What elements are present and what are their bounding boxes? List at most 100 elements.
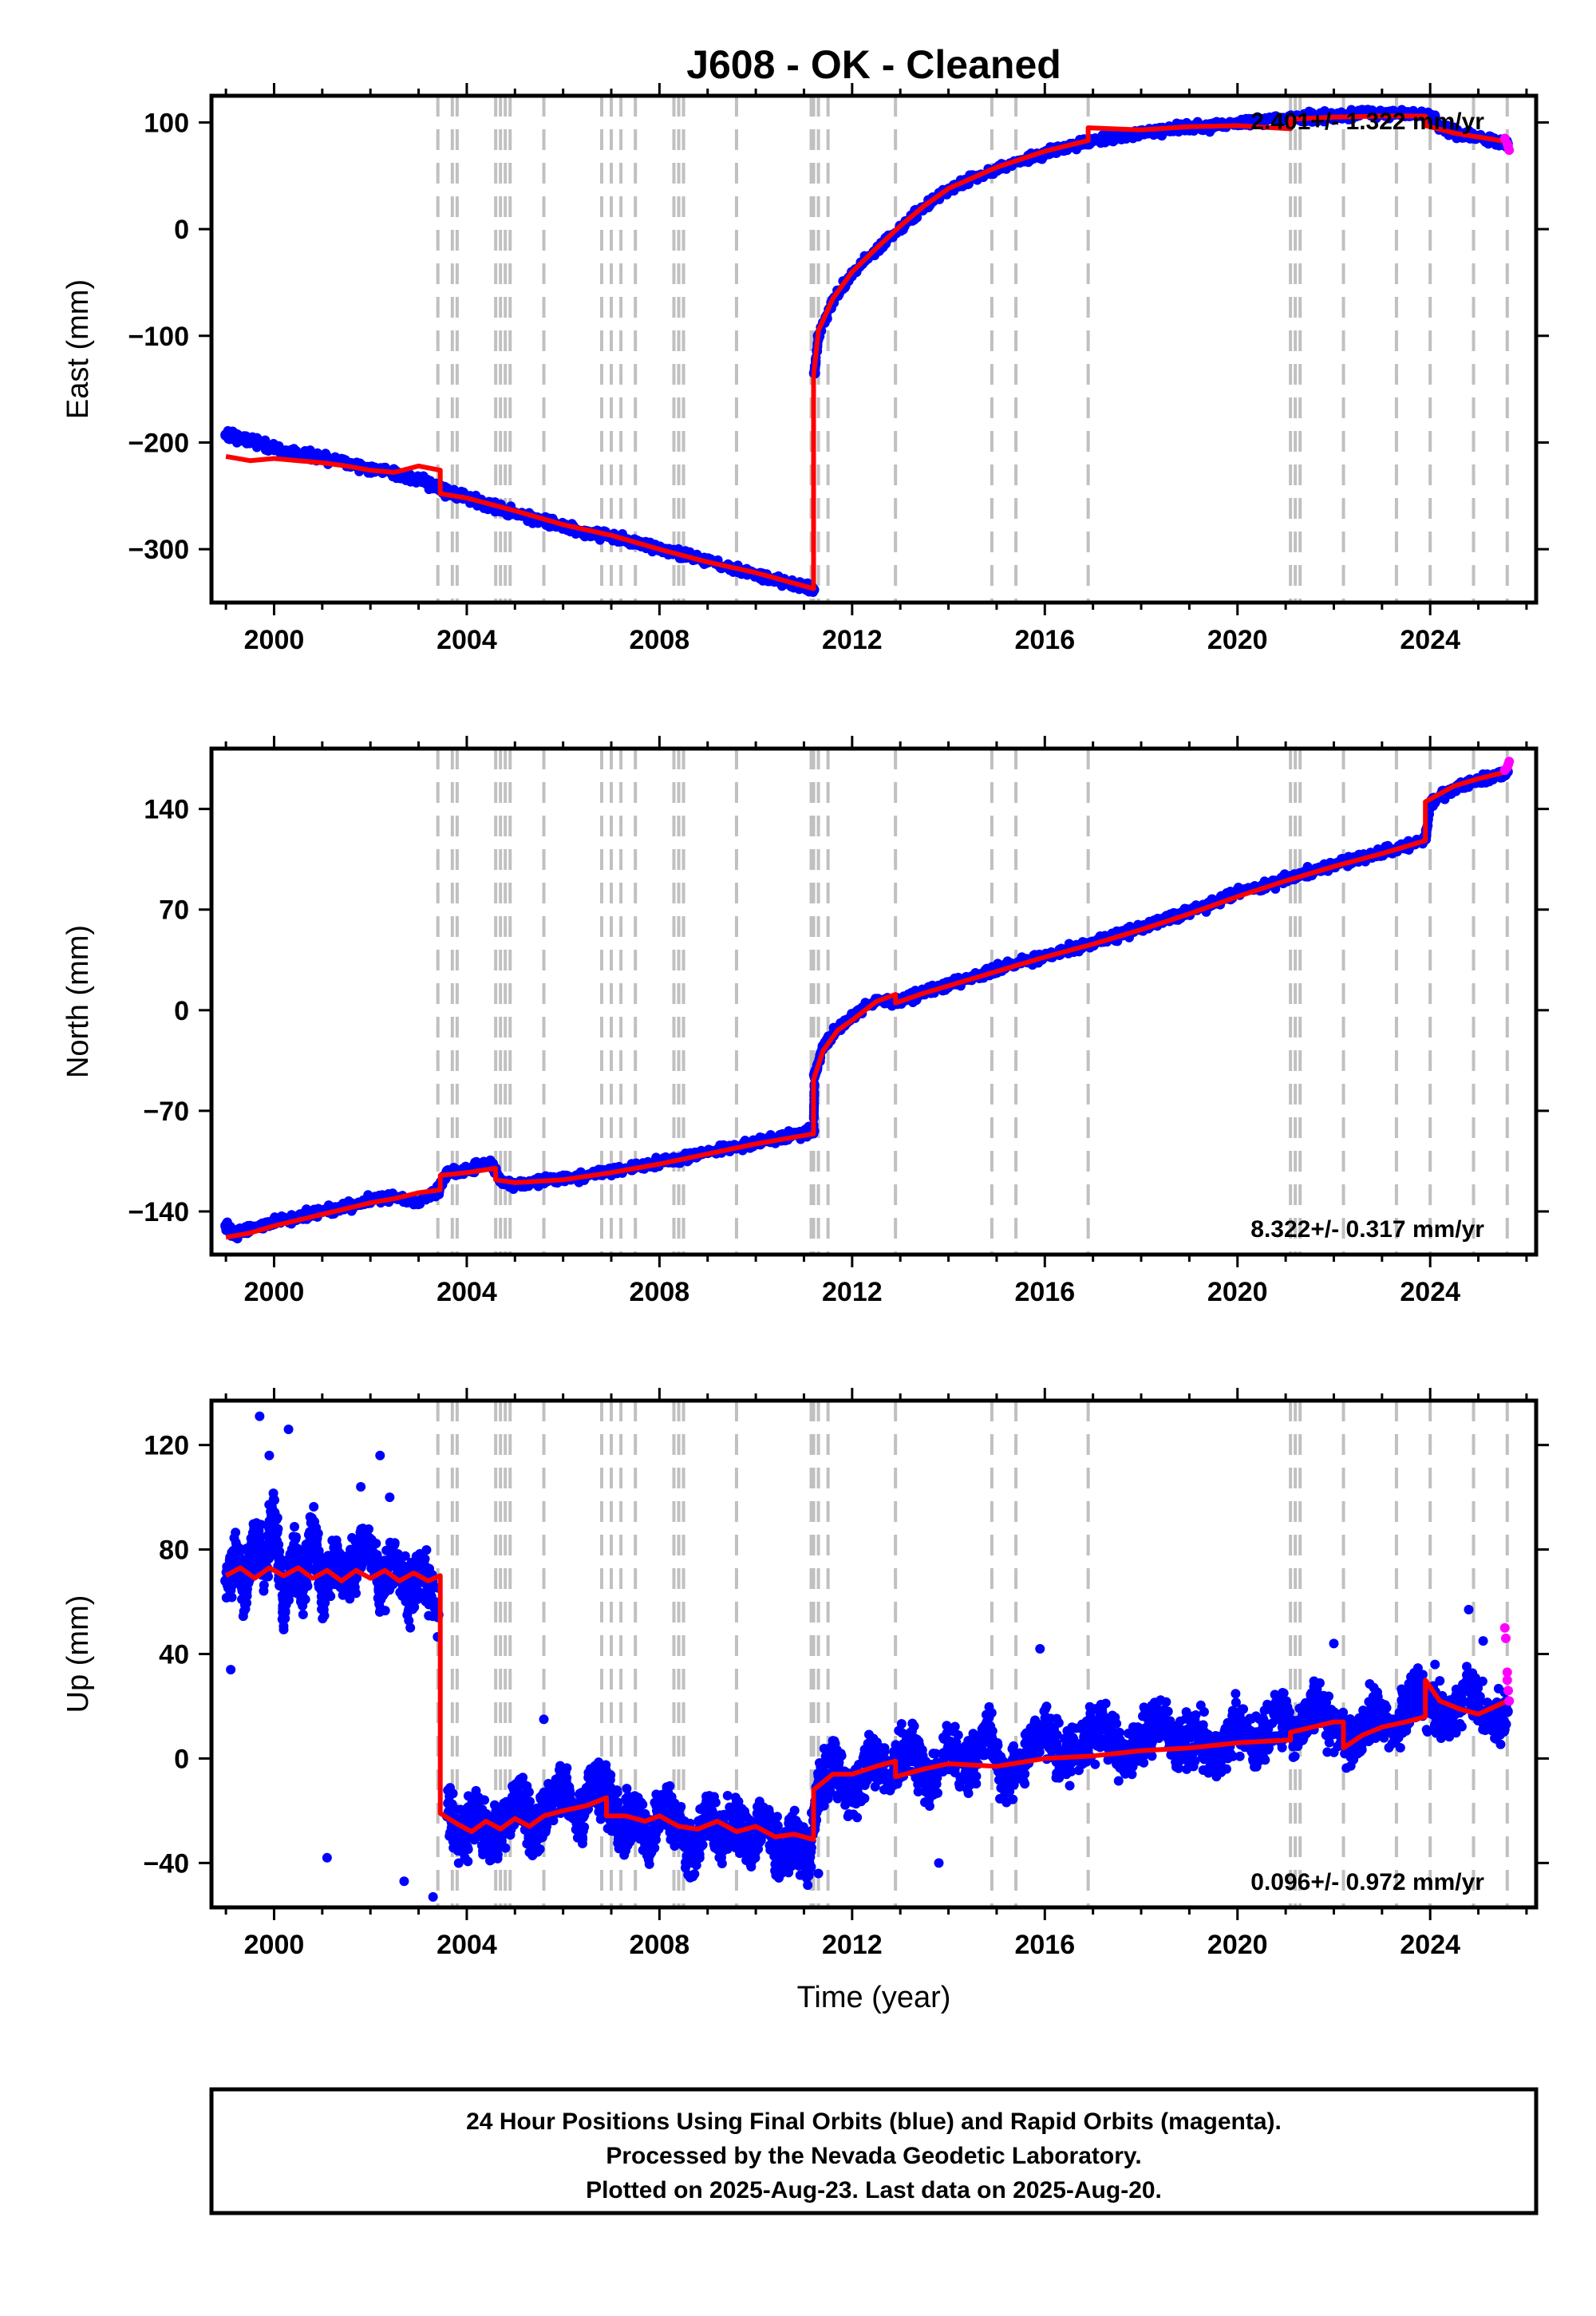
plot-area [220,1401,1515,1907]
final-orbit-point [310,1539,320,1550]
final-orbit-point [231,1528,241,1538]
final-orbit-point [318,1605,329,1615]
final-orbit-point [339,1581,350,1591]
final-orbit-point [376,1595,386,1605]
final-orbit-point [411,1551,421,1562]
y-axis-label: East (mm) [61,279,95,419]
final-orbit-point [271,1537,282,1547]
y-tick-label: −140 [128,1197,189,1227]
final-orbit-point [309,1501,319,1512]
final-orbit-point [279,1624,289,1634]
final-orbit-point [289,1552,299,1563]
final-orbit-point [335,1562,346,1572]
final-orbit-point [381,1545,392,1555]
y-tick-label: 100 [144,108,189,138]
rate-annotation: 2.401+/- 1.322 mm/yr [1250,109,1484,135]
final-orbit-point [409,1580,419,1591]
y-tick-label: 140 [144,795,189,825]
final-orbit-point [259,1580,269,1591]
y-tick-label: −70 [143,1097,189,1127]
x-tick-label: 2024 [1400,625,1460,655]
y-tick-label: −300 [128,535,189,565]
x-tick-label: 2008 [630,625,690,655]
final-orbit-point [261,1556,271,1567]
x-tick-label: 2012 [822,1277,883,1307]
final-orbit-point [257,1218,267,1228]
panel-frame [209,93,1539,605]
final-orbit-point [350,1555,360,1565]
final-orbit-point [404,1615,414,1626]
final-orbit-point [290,1521,300,1531]
final-orbit-point [292,449,304,460]
final-orbit-point [255,1541,265,1551]
final-orbit-point [220,1219,232,1231]
final-orbit-point [318,1614,328,1624]
final-orbit-point [314,1548,324,1559]
final-orbit-point [230,431,242,443]
y-tick-label: 0 [174,996,189,1026]
y-tick-label: 0 [174,215,189,245]
final-orbit-point [260,445,271,455]
final-orbit-point [279,445,290,456]
final-orbit-point [1111,132,1123,144]
y-axis-label: North (mm) [61,925,95,1078]
rapid-orbit-point [1504,757,1515,767]
model-line [225,769,1508,1240]
x-tick-label: 2020 [1207,625,1268,655]
final-orbit-point [225,1585,235,1595]
rapid-orbit-point [1504,145,1515,156]
final-orbit-point [270,1495,280,1505]
x-tick-label: 2000 [244,1277,305,1307]
final-orbit-point [740,1136,750,1146]
plot-area [220,749,1515,1255]
north-panel: 2000 2004 2008 2012 2016 2020 2024140700−70−14… [61,736,1549,1307]
x-tick-label: 2000 [244,625,305,655]
final-orbit-point [290,1531,301,1542]
panel-frame [209,746,1539,1257]
final-orbit-point [485,1156,497,1168]
final-orbit-point [1100,132,1111,143]
y-tick-label: −100 [128,322,189,352]
final-orbit-point [251,1532,262,1543]
x-tick-label: 2020 [1207,1277,1268,1307]
final-orbit-point [300,1559,310,1570]
final-orbit-point [345,1594,355,1604]
final-orbit-point [271,1548,282,1559]
final-orbit-point [323,1200,334,1211]
final-orbit-point [367,1556,377,1567]
final-orbit-point [381,1574,392,1584]
final-orbit-point [318,1575,329,1585]
x-tick-label: 2016 [1014,1277,1075,1307]
up-panel: 2000 2004 2008 2012 2016 2020 202412080400−40U… [61,1388,1549,1960]
x-tick-label: 2024 [1400,1277,1460,1307]
x-tick-label: 2004 [437,1277,497,1307]
final-orbit-point [885,998,895,1008]
final-orbit-point [380,1606,390,1616]
final-orbit-point [413,474,425,486]
final-orbit-point [220,429,232,441]
figure-title: J608 - OK - Cleaned [686,42,1061,87]
x-tick-label: 2012 [822,625,883,655]
final-orbit-point [405,1622,416,1633]
final-orbit-point [351,1588,361,1599]
final-orbit-point [244,1560,255,1571]
final-orbit-point [305,445,315,456]
final-orbit-point [371,1538,381,1548]
final-orbit-point [300,1595,310,1605]
final-orbit-point [242,1543,252,1554]
final-orbit-point [362,1549,373,1559]
x-tick-label: 2016 [1014,625,1075,655]
final-orbit-point [389,1539,400,1550]
final-orbit-point [413,1197,425,1209]
y-tick-label: 70 [159,895,189,926]
plot-area [220,96,1515,603]
x-tick-label: 2004 [437,625,497,655]
rate-annotation: 8.322+/- 0.317 mm/yr [1250,1216,1484,1243]
final-orbit-point [268,442,280,454]
final-orbit-point [757,575,768,586]
final-orbit-point [244,434,256,446]
model-line [225,113,1508,591]
final-orbit-point [273,1524,283,1534]
